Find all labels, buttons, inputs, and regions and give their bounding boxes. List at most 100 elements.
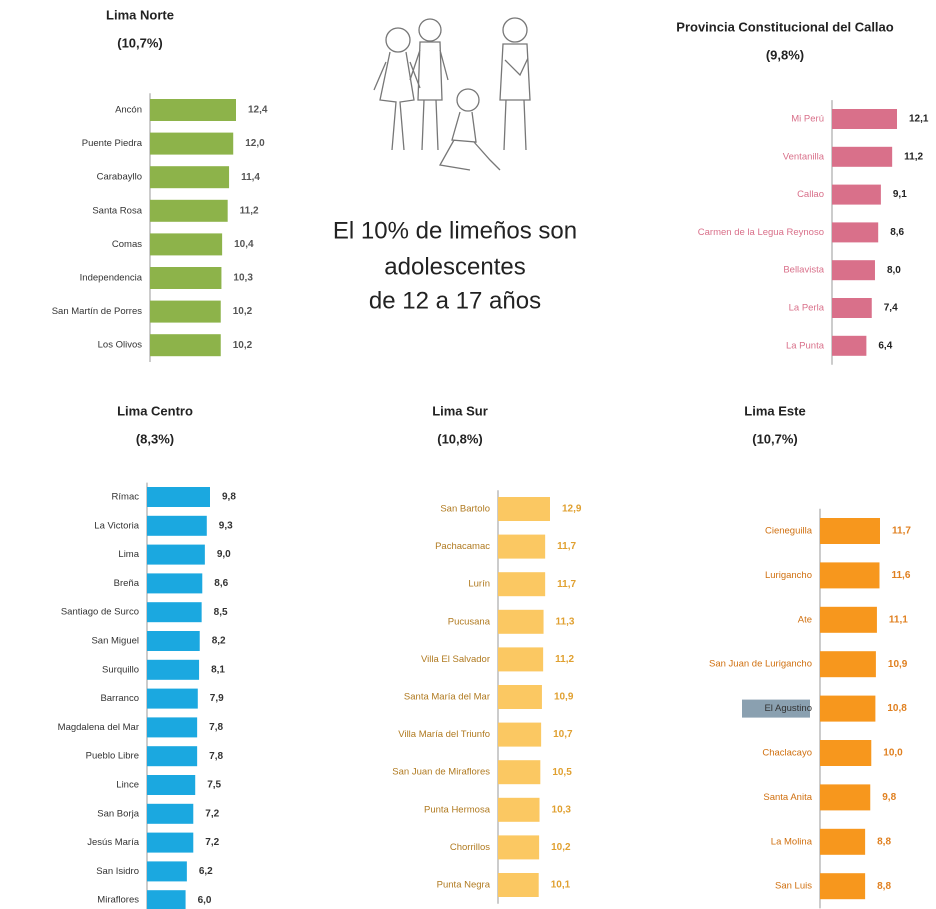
category-label: Carmen de la Legua Reynoso xyxy=(698,227,824,238)
category-label: Los Olivos xyxy=(98,340,143,351)
category-label: Ventanilla xyxy=(783,151,825,162)
category-label: Magdalena del Mar xyxy=(58,722,139,733)
headline: El 10% de limeños son xyxy=(333,217,577,244)
value-label: 11,4 xyxy=(241,172,260,183)
bar xyxy=(820,828,866,855)
value-label: 6,2 xyxy=(199,866,213,877)
value-label: 8,6 xyxy=(214,578,228,589)
value-label: 11,2 xyxy=(240,205,259,216)
value-label: 11,7 xyxy=(892,526,911,537)
category-label: Punta Negra xyxy=(437,880,491,891)
value-label: 10,0 xyxy=(883,748,903,759)
bar xyxy=(147,832,194,853)
category-label: Miraflores xyxy=(97,895,139,906)
value-label: 11,3 xyxy=(556,616,575,627)
bar xyxy=(147,515,207,536)
category-label: Jesús María xyxy=(87,837,139,848)
category-label: Callao xyxy=(797,189,824,200)
value-label: 7,2 xyxy=(205,808,219,819)
bar xyxy=(820,651,876,678)
category-label: La Perla xyxy=(789,303,825,314)
bar xyxy=(147,688,198,709)
value-label: 10,2 xyxy=(233,306,253,317)
category-label: Bellavista xyxy=(783,265,824,276)
value-label: 6,4 xyxy=(878,340,892,351)
value-label: 12,9 xyxy=(562,504,582,515)
category-label: Lurigancho xyxy=(765,570,812,581)
value-label: 7,4 xyxy=(884,303,898,314)
category-label: San Luis xyxy=(775,881,812,892)
bar xyxy=(498,534,546,559)
value-label: 8,1 xyxy=(211,664,225,675)
category-label: Puente Piedra xyxy=(82,138,143,149)
highlight xyxy=(742,699,810,718)
value-label: 10,3 xyxy=(552,804,572,815)
bar xyxy=(147,602,202,623)
category-label: Pueblo Libre xyxy=(86,751,139,762)
bar xyxy=(498,572,546,597)
value-label: 11,6 xyxy=(891,570,910,581)
category-label: San Juan de Miraflores xyxy=(392,767,490,778)
value-label: 8,0 xyxy=(887,265,901,276)
value-label: 11,7 xyxy=(557,579,576,590)
value-label: 9,0 xyxy=(217,549,231,560)
bar xyxy=(498,797,540,822)
bar xyxy=(150,166,230,189)
category-label: Chaclacayo xyxy=(762,748,812,759)
value-label: 11,7 xyxy=(557,541,576,552)
value-label: 10,1 xyxy=(551,880,571,891)
category-label: La Victoria xyxy=(94,520,139,531)
category-label: San Bartolo xyxy=(440,504,490,515)
category-label: Lince xyxy=(116,780,139,791)
bar xyxy=(498,647,544,672)
category-label: Breña xyxy=(114,578,140,589)
category-label: Ancón xyxy=(115,105,142,116)
value-label: 9,8 xyxy=(222,492,236,503)
chart-title: Lima Sur xyxy=(432,403,488,418)
bar xyxy=(147,861,187,882)
category-label: Santiago de Surco xyxy=(61,607,139,618)
bar xyxy=(147,775,196,795)
bar xyxy=(820,606,877,633)
bar xyxy=(150,233,223,256)
category-label: Mi Perú xyxy=(791,114,824,125)
value-label: 11,2 xyxy=(904,151,923,162)
chart-subtitle: (10,7%) xyxy=(752,431,798,446)
category-label: Carabayllo xyxy=(97,172,142,183)
bar xyxy=(147,487,210,507)
bar xyxy=(820,695,876,722)
category-label: Pucusana xyxy=(448,616,491,627)
category-label: Comas xyxy=(112,239,142,250)
bar xyxy=(820,873,866,900)
value-label: 10,8 xyxy=(887,703,907,714)
bar xyxy=(147,573,203,594)
value-label: 10,7 xyxy=(553,729,573,740)
bar xyxy=(498,685,542,709)
category-label: Santa Anita xyxy=(763,792,812,803)
bar xyxy=(147,890,186,909)
category-label: Lima xyxy=(118,549,139,560)
category-label: Santa Rosa xyxy=(92,205,142,216)
value-label: 12,0 xyxy=(245,138,265,149)
bar xyxy=(498,873,539,897)
category-label: Villa El Salvador xyxy=(421,654,490,665)
value-label: 8,8 xyxy=(877,881,891,892)
category-label: Pachacamac xyxy=(435,541,490,552)
bar xyxy=(498,722,542,747)
bar xyxy=(147,659,200,680)
value-label: 8,6 xyxy=(890,227,904,238)
chart-title: Provincia Constitucional del Callao xyxy=(676,19,893,34)
bar xyxy=(820,562,880,589)
value-label: 12,1 xyxy=(909,114,929,125)
bar xyxy=(832,298,872,318)
value-label: 10,2 xyxy=(551,842,571,853)
bar xyxy=(150,199,228,222)
bar xyxy=(147,631,200,651)
value-label: 7,8 xyxy=(209,751,223,762)
headline: adolescentes xyxy=(384,253,525,280)
bar xyxy=(498,835,540,860)
value-label: 7,2 xyxy=(205,837,219,848)
value-label: 7,5 xyxy=(207,780,221,791)
bar xyxy=(150,267,222,289)
